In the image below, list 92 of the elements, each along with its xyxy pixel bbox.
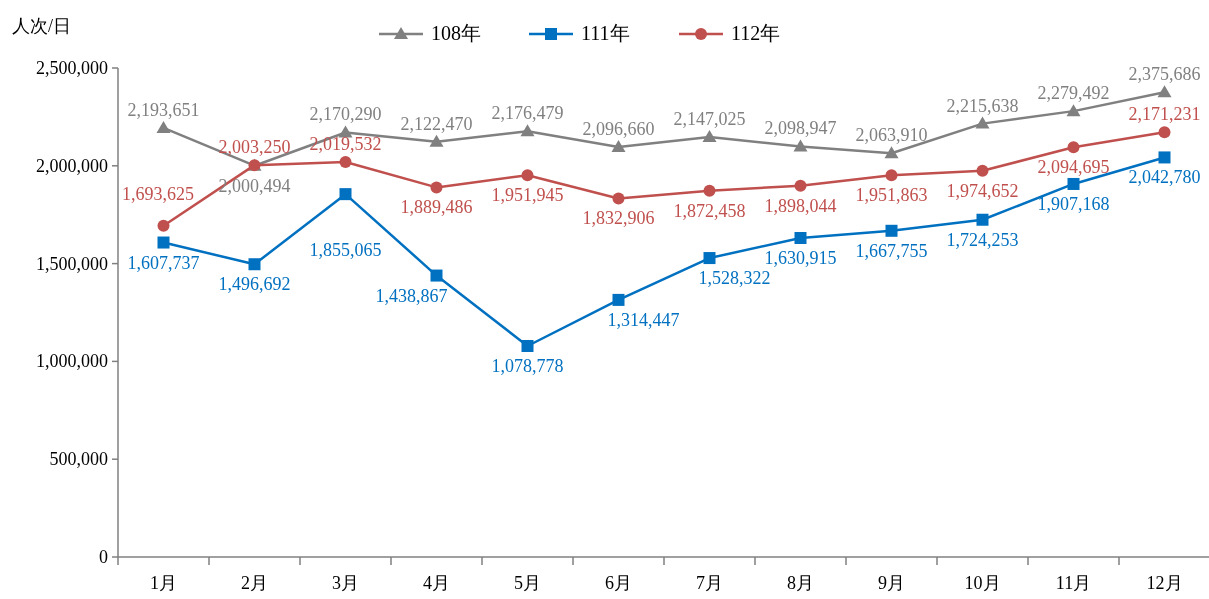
point <box>1067 177 1080 190</box>
x-tick-label: 9月 <box>878 573 905 593</box>
data-label: 1,889,486 <box>400 197 473 218</box>
point <box>520 124 535 137</box>
y-tick-label: 0 <box>99 547 108 567</box>
data-label: 1,078,778 <box>491 355 564 376</box>
point <box>248 258 261 271</box>
point <box>1157 85 1172 98</box>
data-label: 1,872,458 <box>673 200 746 221</box>
point <box>793 139 808 152</box>
data-label: 2,215,638 <box>946 95 1019 116</box>
data-label: 2,176,479 <box>491 103 564 124</box>
data-label: 2,003,250 <box>218 137 291 158</box>
data-label: 2,170,290 <box>309 104 382 125</box>
data-label: 1,314,447 <box>607 309 680 330</box>
x-tick-label: 12月 <box>1146 573 1183 593</box>
y-tick-label: 1,500,000 <box>36 253 108 274</box>
point <box>157 219 170 232</box>
x-tick-label: 2月 <box>241 573 268 593</box>
x-tick-label: 10月 <box>964 573 1001 593</box>
x-tick-label: 11月 <box>1055 573 1092 593</box>
data-label: 1,974,652 <box>946 180 1019 201</box>
x-tick-label: 5月 <box>514 573 541 593</box>
point <box>521 169 534 182</box>
data-label: 1,693,625 <box>122 183 194 204</box>
data-label: 1,951,863 <box>855 185 928 206</box>
legend-label: 112年 <box>731 22 781 44</box>
y-tick-label: 2,500,000 <box>36 58 108 78</box>
point <box>429 134 444 147</box>
point <box>339 155 352 168</box>
legend-label: 111年 <box>581 22 630 44</box>
point <box>975 116 990 129</box>
data-label: 2,096,660 <box>582 118 655 139</box>
data-label: 1,724,253 <box>946 229 1019 250</box>
point <box>794 179 807 192</box>
x-tick-label: 8月 <box>787 573 814 593</box>
point <box>338 125 353 138</box>
point <box>976 164 989 177</box>
data-label: 2,000,494 <box>218 175 291 196</box>
data-label: 2,122,470 <box>400 113 473 134</box>
data-label: 2,019,532 <box>309 133 382 154</box>
y-tick-label: 500,000 <box>49 449 108 470</box>
x-tick-label: 6月 <box>605 573 632 593</box>
point <box>976 213 989 226</box>
data-label: 1,855,065 <box>309 240 382 261</box>
data-label: 1,907,168 <box>1037 193 1110 214</box>
point <box>703 252 716 265</box>
y-tick-label: 2,000,000 <box>36 155 108 176</box>
point <box>885 169 898 182</box>
x-tick-label: 3月 <box>332 573 359 593</box>
data-label: 2,171,231 <box>1128 104 1201 125</box>
data-label: 1,898,044 <box>764 195 837 216</box>
data-label: 2,375,686 <box>1128 64 1201 85</box>
data-label: 1,951,945 <box>491 185 564 206</box>
data-label: 2,063,910 <box>855 125 928 146</box>
point <box>885 224 898 237</box>
point <box>1067 141 1080 154</box>
data-label: 1,496,692 <box>218 274 291 295</box>
point <box>339 188 352 201</box>
x-tick-label: 7月 <box>696 573 723 593</box>
point <box>1066 104 1081 117</box>
point <box>157 236 170 249</box>
data-label: 2,279,492 <box>1037 83 1110 104</box>
point <box>430 181 443 194</box>
point <box>521 339 534 352</box>
legend-label: 108年 <box>431 22 481 44</box>
point <box>703 184 716 197</box>
data-label: 1,832,906 <box>582 208 655 229</box>
point <box>430 269 443 282</box>
point <box>794 231 807 244</box>
point <box>1158 151 1171 164</box>
x-tick-label: 4月 <box>423 573 450 593</box>
point <box>702 130 717 143</box>
data-label: 2,042,780 <box>1128 167 1201 188</box>
point <box>612 293 625 306</box>
y-tick-label: 1,000,000 <box>36 351 108 372</box>
data-label: 2,094,695 <box>1037 157 1110 178</box>
data-label: 1,667,755 <box>855 240 928 261</box>
data-label: 2,193,651 <box>127 99 200 120</box>
data-label: 2,098,947 <box>764 118 837 139</box>
y-axis-title: 人次/日 <box>12 16 72 36</box>
point <box>611 139 626 152</box>
data-label: 1,528,322 <box>698 268 771 289</box>
point <box>884 146 899 159</box>
data-label: 1,607,737 <box>127 252 200 273</box>
data-label: 2,147,025 <box>673 109 746 130</box>
point <box>612 192 625 205</box>
data-label: 1,630,915 <box>764 247 837 268</box>
point <box>1158 126 1171 139</box>
data-label: 1,438,867 <box>375 285 448 306</box>
x-tick-label: 1月 <box>150 573 177 593</box>
point <box>156 120 171 133</box>
